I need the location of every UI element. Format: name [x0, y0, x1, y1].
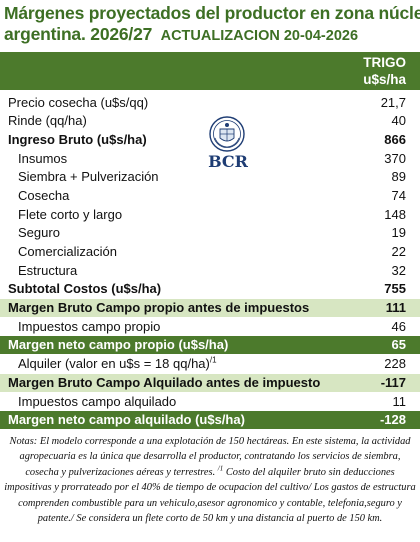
row-rinde: Rinde (qq/ha) 40 — [0, 112, 420, 130]
table-header: TRIGO u$s/ha — [0, 52, 420, 90]
row-insumos: Insumos 370 — [0, 150, 420, 168]
notes-footnote-mark: /1 — [217, 464, 224, 473]
row-label: Subtotal Costos (u$s/ha) — [8, 281, 162, 296]
unit-header: u$s/ha — [363, 72, 406, 87]
row-label: Margen Bruto Campo propio antes de impue… — [8, 300, 310, 315]
row-label: Margen neto campo propio (u$s/ha) — [8, 337, 229, 352]
row-value: 21,7 — [380, 95, 406, 110]
row-label: Flete corto y largo — [18, 207, 123, 222]
row-label: Alquiler (valor en u$s = 18 qq/ha)/1 — [18, 355, 217, 373]
row-label: Seguro — [18, 225, 60, 240]
row-value: 866 — [384, 132, 406, 147]
row-value: 89 — [391, 169, 406, 184]
footnote-marker: /1 — [209, 355, 217, 365]
row-value: 111 — [385, 300, 406, 315]
row-margen-bruto-propio: Margen Bruto Campo propio antes de impue… — [0, 299, 420, 317]
crop-header: TRIGO — [363, 55, 406, 70]
row-margen-neto-alquilado: Margen neto campo alquilado (u$s/ha) -12… — [0, 411, 420, 429]
report-title: Márgenes proyectados del productor en zo… — [0, 0, 420, 52]
footnotes: Notas: El modelo corresponde a una explo… — [4, 434, 416, 526]
row-margen-neto-propio: Margen neto campo propio (u$s/ha) 65 — [0, 336, 420, 354]
row-label: Insumos — [18, 151, 68, 166]
row-cosecha: Cosecha 74 — [0, 187, 420, 205]
row-margen-bruto-alquilado: Margen Bruto Campo Alquilado antes de im… — [0, 374, 420, 392]
row-value: 22 — [391, 244, 406, 259]
row-value: 40 — [391, 113, 406, 128]
row-value: 19 — [391, 225, 406, 240]
row-value: 65 — [391, 337, 406, 352]
title-line-1: Márgenes proyectados del productor en zo… — [4, 3, 420, 23]
row-label: Siembra + Pulverización — [18, 169, 159, 184]
row-label: Impuestos campo propio — [18, 319, 161, 334]
row-label: Margen neto campo alquilado (u$s/ha) — [8, 412, 245, 427]
row-value: 148 — [384, 207, 406, 222]
row-value: -117 — [380, 375, 406, 390]
row-ingreso-bruto: Ingreso Bruto (u$s/ha) 866 — [0, 131, 420, 149]
row-value: 32 — [391, 263, 406, 278]
row-label: Ingreso Bruto (u$s/ha) — [8, 132, 147, 147]
row-subtotal-costos: Subtotal Costos (u$s/ha) 755 — [0, 280, 420, 298]
notes-part-1: Notas: El modelo corresponde a una explo… — [9, 436, 411, 478]
row-precio-cosecha: Precio cosecha (u$s/qq) 21,7 — [0, 94, 420, 112]
row-siembra: Siembra + Pulverización 89 — [0, 168, 420, 186]
bcr-logo-text: BCR — [208, 152, 248, 171]
row-label: Impuestos campo alquilado — [18, 394, 177, 409]
row-seguro: Seguro 19 — [0, 224, 420, 242]
update-date: ACTUALIZACION 20-04-2026 — [160, 28, 359, 44]
row-label: Precio cosecha (u$s/qq) — [8, 95, 149, 110]
row-value: 370 — [384, 151, 406, 166]
notes-part-2: Costo del alquiler bruto sin deducciones… — [4, 466, 416, 525]
row-label: Estructura — [18, 263, 78, 278]
bcr-logo: BCR — [205, 116, 251, 172]
row-label: Comercialización — [18, 244, 117, 259]
row-value: 74 — [391, 188, 406, 203]
row-value: 11 — [392, 394, 407, 409]
row-label: Rinde (qq/ha) — [8, 113, 87, 128]
alquiler-label-text: Alquiler (valor en u$s = 18 qq/ha) — [18, 356, 210, 371]
row-label: Margen Bruto Campo Alquilado antes de im… — [8, 375, 321, 390]
row-estructura: Estructura 32 — [0, 262, 420, 280]
row-value: 755 — [384, 281, 406, 296]
row-value: -128 — [379, 412, 406, 427]
bcr-seal-icon — [209, 116, 245, 152]
row-alquiler: Alquiler (valor en u$s = 18 qq/ha)/1 228 — [0, 355, 420, 373]
row-value: 228 — [384, 356, 406, 371]
row-impuestos-alquilado: Impuestos campo alquilado 11 — [0, 393, 420, 411]
campaign-year: argentina. 2026/27 — [4, 24, 153, 44]
row-impuestos-propio: Impuestos campo propio 46 — [0, 318, 420, 336]
row-flete: Flete corto y largo 148 — [0, 206, 420, 224]
row-label: Cosecha — [18, 188, 70, 203]
row-comercializacion: Comercialización 22 — [0, 243, 420, 261]
row-value: 46 — [391, 319, 406, 334]
title-line-2: argentina. 2026/27 ACTUALIZACION 20-04-2… — [4, 24, 418, 45]
